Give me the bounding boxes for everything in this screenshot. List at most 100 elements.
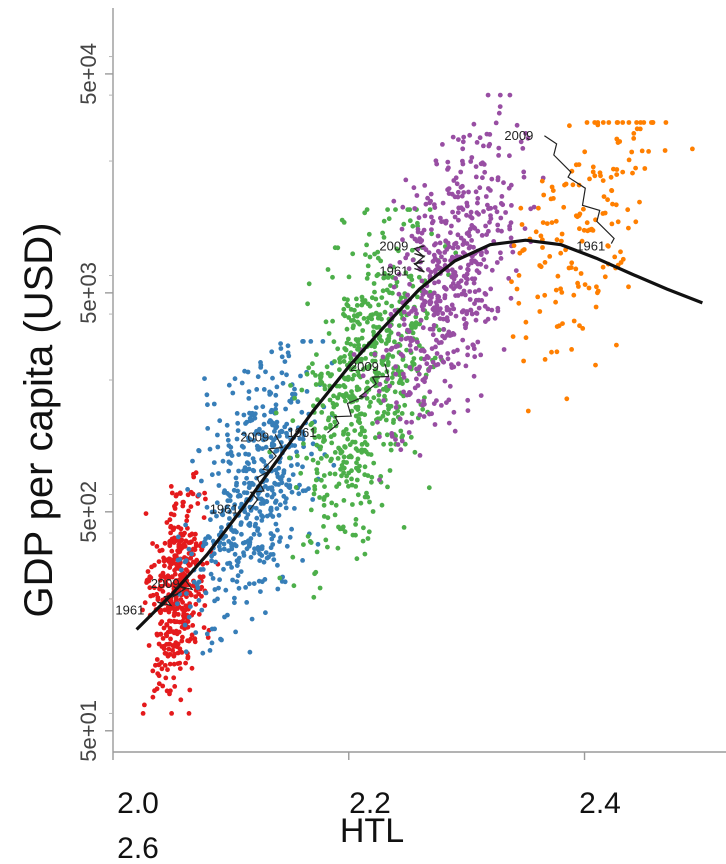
data-point-series-1 [185,654,191,660]
data-point-series-3 [373,435,378,441]
data-point-series-2 [231,487,237,493]
data-point-series-4 [460,183,465,189]
data-point-series-4 [468,226,473,232]
data-point-series-4 [492,315,498,321]
data-point-series-1 [188,636,194,642]
data-point-series-1 [140,711,146,716]
data-point-series-4 [397,260,403,265]
data-point-series-5 [600,120,606,125]
data-point-series-4 [440,359,446,364]
data-point-series-4 [396,271,402,277]
data-point-series-4 [411,185,417,191]
data-point-series-3 [425,311,430,317]
data-point-series-4 [469,238,474,243]
data-point-series-3 [361,299,367,305]
data-point-series-4 [522,226,528,232]
data-point-series-3 [353,484,359,489]
data-point-series-4 [472,289,478,295]
data-point-series-1 [204,560,210,566]
data-point-series-1 [191,546,196,552]
data-point-series-5 [634,126,640,132]
data-point-series-1 [168,530,174,536]
data-point-series-5 [575,280,580,286]
data-point-series-3 [350,251,356,257]
data-point-series-5 [542,260,548,265]
data-point-series-3 [343,347,349,353]
data-point-series-4 [452,214,458,220]
data-point-series-4 [482,169,488,175]
data-point-series-3 [335,346,341,352]
data-point-series-2 [273,406,278,412]
data-point-series-2 [282,500,288,505]
data-point-series-4 [428,191,434,197]
data-point-series-3 [376,302,381,308]
data-point-series-3 [355,319,360,325]
data-point-series-5 [608,174,614,180]
data-point-series-4 [456,217,461,223]
data-point-series-3 [404,378,410,384]
data-point-series-5 [511,243,517,249]
data-point-series-3 [373,370,379,376]
data-point-series-4 [478,352,484,358]
x-tick-label: 2.6 [117,832,159,864]
data-point-series-3 [334,484,339,489]
data-point-series-2 [196,492,202,498]
data-point-series-1 [180,503,186,509]
data-point-series-3 [319,477,324,483]
data-point-series-3 [337,367,342,373]
data-point-series-2 [186,614,192,620]
data-point-series-4 [448,311,454,316]
data-point-series-3 [359,442,365,447]
data-point-series-4 [400,204,406,210]
data-point-series-3 [348,307,354,312]
data-point-series-3 [312,486,318,492]
data-point-series-3 [367,254,373,260]
data-point-series-2 [247,649,253,655]
data-point-series-3 [354,384,360,390]
data-point-series-2 [246,461,251,467]
data-point-series-4 [450,209,455,215]
data-point-series-1 [179,537,185,543]
data-point-series-2 [240,540,246,546]
data-point-series-2 [264,435,269,441]
data-point-series-4 [444,332,450,338]
data-point-series-3 [369,295,375,301]
data-point-series-2 [277,429,283,435]
data-point-series-3 [349,482,355,488]
data-point-series-5 [573,266,579,272]
data-point-series-3 [424,315,429,321]
data-point-series-2 [204,392,210,398]
data-point-series-5 [594,284,599,290]
data-point-series-4 [509,203,514,208]
data-point-series-3 [377,416,383,421]
data-point-series-4 [465,266,470,272]
data-point-series-2 [257,426,262,432]
data-point-series-3 [306,281,312,287]
data-point-series-2 [239,380,245,386]
data-point-series-5 [609,221,615,227]
data-point-series-3 [370,509,376,514]
data-point-series-3 [369,479,374,485]
data-point-series-4 [458,278,464,284]
data-point-series-3 [426,485,432,491]
data-point-series-3 [328,373,333,379]
data-point-series-2 [253,405,259,410]
data-point-series-4 [398,336,404,342]
data-point-series-2 [273,425,279,431]
data-point-series-2 [255,528,260,533]
data-point-series-3 [390,354,396,359]
data-point-series-2 [254,515,260,521]
data-point-series-3 [304,371,310,377]
data-point-series-4 [435,263,440,268]
data-point-series-3 [362,494,368,500]
data-point-series-3 [368,399,373,405]
data-point-series-1 [160,589,166,594]
data-point-series-1 [162,563,167,569]
data-point-series-4 [417,412,423,418]
data-point-series-3 [351,372,357,378]
data-point-series-5 [540,245,545,250]
data-point-series-3 [305,301,310,307]
data-point-series-1 [176,629,182,635]
data-point-series-5 [649,120,654,125]
data-point-series-1 [182,607,188,613]
